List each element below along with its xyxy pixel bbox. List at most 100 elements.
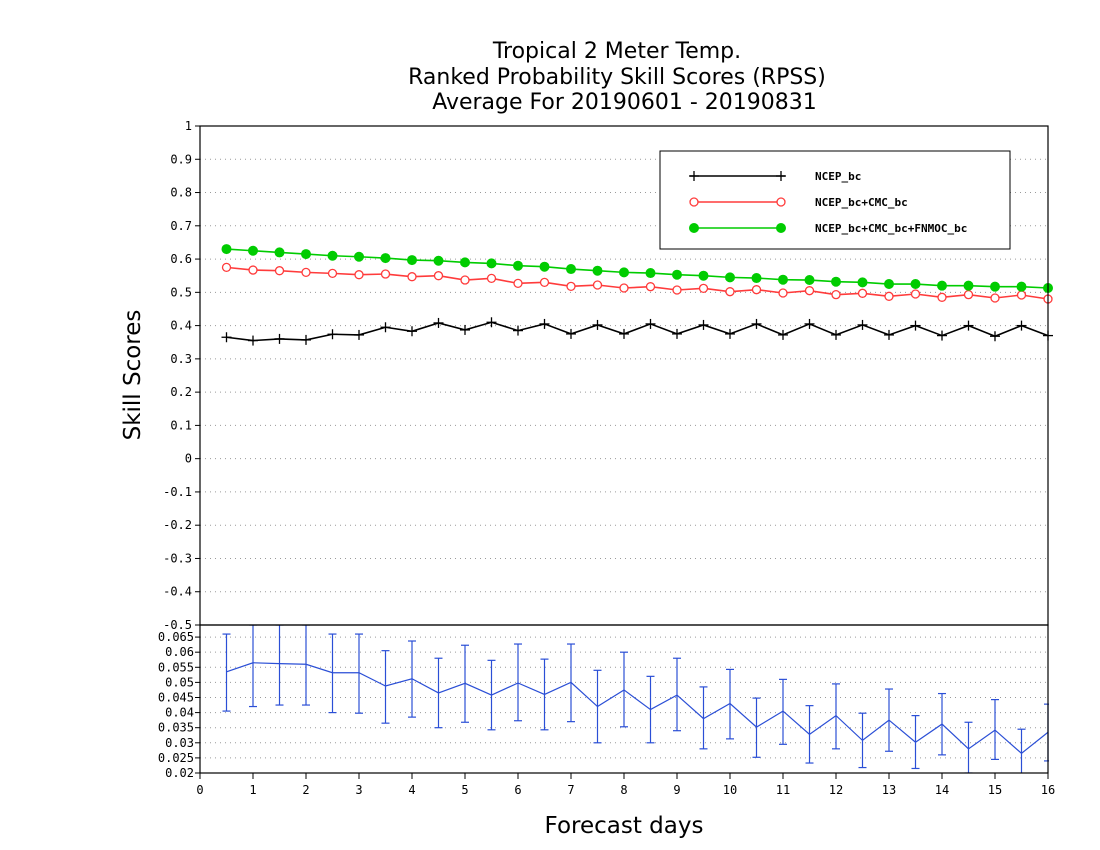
data-point-open [460, 275, 470, 285]
bottom-y-tick-label: 0.025 [158, 751, 194, 765]
bottom-y-tick-label: 0.05 [165, 675, 194, 689]
top-y-tick-label: 0.7 [170, 219, 192, 233]
series-line [226, 248, 1049, 289]
data-point-open [380, 269, 391, 279]
top-y-tick-label: -0.2 [163, 518, 192, 532]
data-point-filled [672, 269, 682, 280]
data-point-open [725, 287, 735, 297]
data-point-open [831, 290, 841, 300]
data-point-open [221, 262, 232, 273]
x-tick-label: 13 [882, 783, 896, 797]
data-point-filled [354, 251, 364, 262]
x-tick-label: 9 [673, 783, 680, 797]
data-point-open [990, 293, 1000, 303]
data-point-filled [460, 257, 470, 268]
y-axis-label: Skill Scores [120, 310, 146, 441]
top-y-tick-label: 0.5 [170, 285, 192, 299]
data-point-open [486, 273, 497, 284]
data-point-open [884, 291, 894, 301]
data-point-filled [1016, 281, 1027, 292]
data-point-open [910, 289, 921, 299]
data-point-filled [645, 268, 656, 279]
data-point-filled [407, 255, 417, 266]
x-tick-label: 7 [567, 783, 574, 797]
legend-label: NCEP_bc+CMC_bc [815, 196, 908, 209]
data-point-filled [910, 279, 921, 290]
legend-items: NCEP_bc NCEP_bc+CMC_bc NCEP_bc+CMC_bc+FNMO… [689, 170, 967, 235]
top-y-tick-label: 0.8 [170, 186, 192, 200]
data-point-open [857, 288, 868, 298]
data-point-filled [380, 253, 391, 264]
legend-item: NCEP_bc+CMC_bc [689, 196, 908, 209]
data-point-filled [301, 249, 311, 260]
series-open-circle [221, 262, 1053, 304]
legend-item: NCEP_bc+CMC_bc+FNMOC_bc [689, 222, 967, 235]
series-filled-circle [221, 244, 1053, 294]
x-axis-label: Forecast days [545, 813, 704, 839]
data-point-filled [619, 267, 629, 278]
bottom-panel-series [222, 625, 1049, 773]
data-point-filled [221, 244, 232, 255]
top-y-tick-label: 0.1 [170, 418, 192, 432]
data-point-filled [725, 272, 735, 283]
data-point-open [672, 285, 682, 295]
data-point-filled [751, 273, 762, 284]
data-point-filled [274, 247, 285, 258]
bottom-y-tick-label: 0.03 [165, 736, 194, 750]
legend-item: NCEP_bc [689, 170, 861, 183]
data-point-open [566, 281, 576, 291]
data-point-open [804, 286, 815, 296]
data-point-filled [776, 223, 786, 233]
x-tick-label: 6 [514, 783, 521, 797]
top-y-tick-label: -0.1 [163, 485, 192, 499]
data-point-open [1016, 290, 1027, 300]
data-point-filled [831, 276, 841, 287]
axis-ticks: 1 0.9 0.8 0.7 0.6 0.5 0.4 0.3 0.2 0.1 0 -0.1 -0.2 -0.… [158, 119, 1055, 797]
top-y-tick-label: 0.3 [170, 352, 192, 366]
data-point-filled [592, 265, 603, 276]
data-point-filled [433, 255, 444, 266]
data-point-filled [857, 277, 868, 288]
data-point-filled [884, 279, 894, 290]
top-y-tick-label: 1 [185, 119, 192, 133]
data-point-open [751, 285, 762, 295]
data-point-open [645, 282, 656, 292]
bottom-y-tick-label: 0.035 [158, 721, 194, 735]
data-point-filled [698, 270, 709, 281]
data-point-open [963, 290, 974, 300]
x-tick-label: 1 [249, 783, 256, 797]
chart-title: Tropical 2 Meter Temp. [492, 39, 741, 64]
data-point-open [274, 266, 285, 276]
data-point-open [248, 265, 258, 275]
data-point-filled [566, 264, 576, 275]
series-plus [221, 317, 1053, 346]
data-point-open [301, 267, 311, 278]
top-y-tick-label: 0.2 [170, 385, 192, 399]
series-line [226, 662, 1049, 755]
bottom-y-tick-label: 0.02 [165, 766, 194, 780]
data-point-open [327, 268, 338, 279]
x-tick-label: 14 [935, 783, 949, 797]
bottom-y-tick-label: 0.06 [165, 645, 194, 659]
chart-subtitle-period: Average For 20190601 - 20190831 [425, 90, 817, 115]
x-tick-label: 11 [776, 783, 790, 797]
data-point-open [407, 272, 417, 282]
top-y-tick-label: 0.9 [170, 152, 192, 166]
data-point-open [937, 292, 947, 302]
x-tick-label: 4 [408, 783, 415, 797]
data-point-filled [937, 280, 947, 291]
data-point-open [619, 283, 629, 293]
data-point-filled [778, 274, 788, 285]
top-y-tick-label: -0.3 [163, 551, 192, 565]
top-y-tick-label: 0 [185, 452, 192, 466]
series-line [226, 321, 1049, 342]
bottom-y-tick-label: 0.04 [165, 706, 194, 720]
data-point-filled [990, 281, 1000, 292]
data-point-open [592, 280, 603, 290]
data-point-filled [963, 280, 974, 291]
x-tick-label: 16 [1041, 783, 1055, 797]
x-tick-label: 10 [723, 783, 737, 797]
x-tick-label: 12 [829, 783, 843, 797]
top-y-tick-label: 0.6 [170, 252, 192, 266]
data-point-filled [689, 223, 699, 233]
